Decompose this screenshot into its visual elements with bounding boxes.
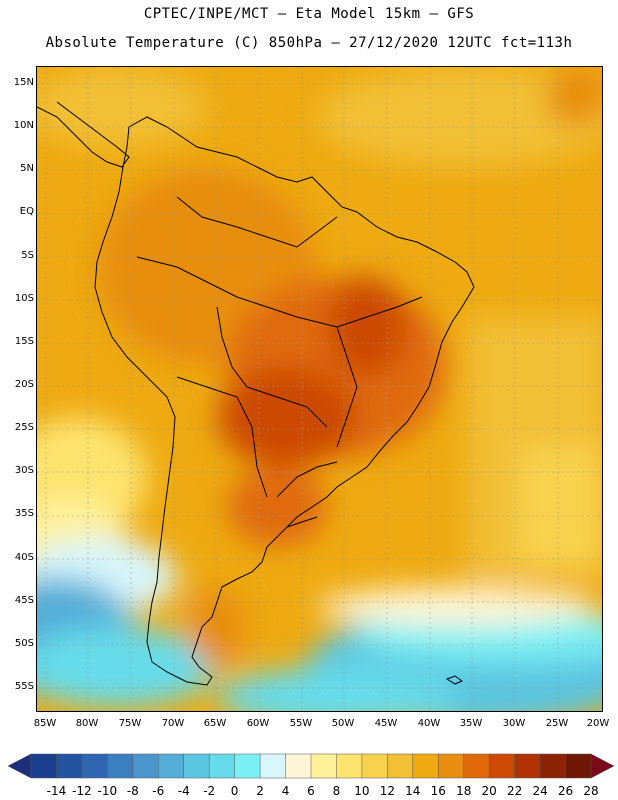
colorbar-label: 8: [332, 784, 341, 798]
colorbar-segment: [539, 753, 567, 779]
lon-tick-label: 70W: [161, 718, 185, 729]
lat-tick-label: 10S: [14, 293, 34, 304]
colorbar-segment: [234, 753, 261, 779]
colorbar-label: 12: [379, 784, 395, 798]
colorbar-segment: [81, 753, 108, 779]
colorbar-label: -12: [72, 784, 92, 798]
colorbar-label: 4: [281, 784, 290, 798]
colorbar-label: 0: [230, 784, 239, 798]
colorbar-label: 18: [456, 784, 472, 798]
colorbar-low-arrow: [8, 753, 32, 779]
colorbar-label: 14: [405, 784, 421, 798]
lat-tick-label: EQ: [19, 206, 34, 217]
colorbar-label: 24: [532, 784, 548, 798]
lon-tick-label: 45W: [374, 718, 398, 729]
colorbar-label: 20: [481, 784, 497, 798]
colorbar-segment: [387, 753, 414, 779]
lat-tick-label: 5N: [20, 163, 34, 174]
lon-tick-label: 30W: [502, 718, 526, 729]
colorbar-high-arrow: [590, 753, 614, 779]
colorbar-label: -6: [152, 784, 165, 798]
lon-tick-label: 65W: [203, 718, 227, 729]
colorbar-label: 22: [506, 784, 523, 798]
lon-tick-label: 25W: [545, 718, 569, 729]
colorbar-segment: [132, 753, 159, 779]
lon-tick-label: 75W: [118, 718, 142, 729]
colorbar-segment: [565, 753, 592, 779]
lat-tick-label: 15N: [13, 77, 34, 88]
colorbar-segment: [438, 753, 465, 779]
colorbar-segment: [412, 753, 439, 779]
colorbar-label: -8: [126, 784, 139, 798]
lon-tick-label: 20W: [586, 718, 610, 729]
colorbar-segment: [259, 753, 287, 779]
colorbar-label: -4: [177, 784, 190, 798]
colorbar-segment: [208, 753, 236, 779]
colorbar-segment: [183, 753, 210, 779]
temperature-map: [36, 66, 603, 712]
colorbar-label: -10: [97, 784, 118, 798]
lon-tick-label: 50W: [331, 718, 355, 729]
lat-tick-label: 50S: [14, 638, 34, 649]
lat-tick-label: 10N: [13, 120, 34, 131]
lat-tick-label: 20S: [14, 379, 34, 390]
lat-tick-label: 40S: [14, 552, 34, 563]
colorbar-label: 6: [307, 784, 315, 798]
lon-tick-label: 40W: [417, 718, 441, 729]
lon-tick-label: 55W: [289, 718, 313, 729]
colorbar-segment: [488, 753, 516, 779]
colorbar-segment: [361, 753, 388, 779]
lat-tick-label: 25S: [14, 422, 34, 433]
lon-tick-label: 35W: [459, 718, 483, 729]
temperature-colorbar: [8, 753, 614, 779]
colorbar-segment: [158, 753, 185, 779]
lat-tick-label: 45S: [14, 595, 34, 606]
colorbar-segment: [310, 753, 338, 779]
colorbar-segment: [56, 753, 83, 779]
colorbar-label: 28: [583, 784, 599, 798]
colorbar-label: 26: [557, 784, 574, 798]
colorbar-label: 2: [256, 784, 264, 798]
lat-tick-label: 35S: [14, 508, 34, 519]
lat-tick-label: 30S: [14, 465, 34, 476]
colorbar-label: 10: [354, 784, 370, 798]
lat-tick-label: 15S: [14, 336, 34, 347]
colorbar-segment: [285, 753, 312, 779]
colorbar-segment: [463, 753, 490, 779]
lat-tick-label: 55S: [14, 681, 34, 692]
colorbar-label: 16: [430, 784, 446, 798]
lat-tick-label: 5S: [21, 250, 34, 261]
map-title-line1: CPTEC/INPE/MCT – Eta Model 15km – GFS: [143, 6, 475, 22]
lon-tick-label: 60W: [246, 718, 270, 729]
map-title-line2: Absolute Temperature (C) 850hPa – 27/12/…: [45, 35, 573, 51]
colorbar-segment: [30, 753, 58, 779]
colorbar-label: -14: [46, 784, 67, 798]
colorbar-segment: [336, 753, 363, 779]
colorbar-label: -2: [203, 784, 216, 798]
lon-tick-label: 80W: [75, 718, 99, 729]
colorbar-segment: [514, 753, 541, 779]
colorbar-segment: [107, 753, 134, 779]
lon-tick-label: 85W: [33, 718, 57, 729]
